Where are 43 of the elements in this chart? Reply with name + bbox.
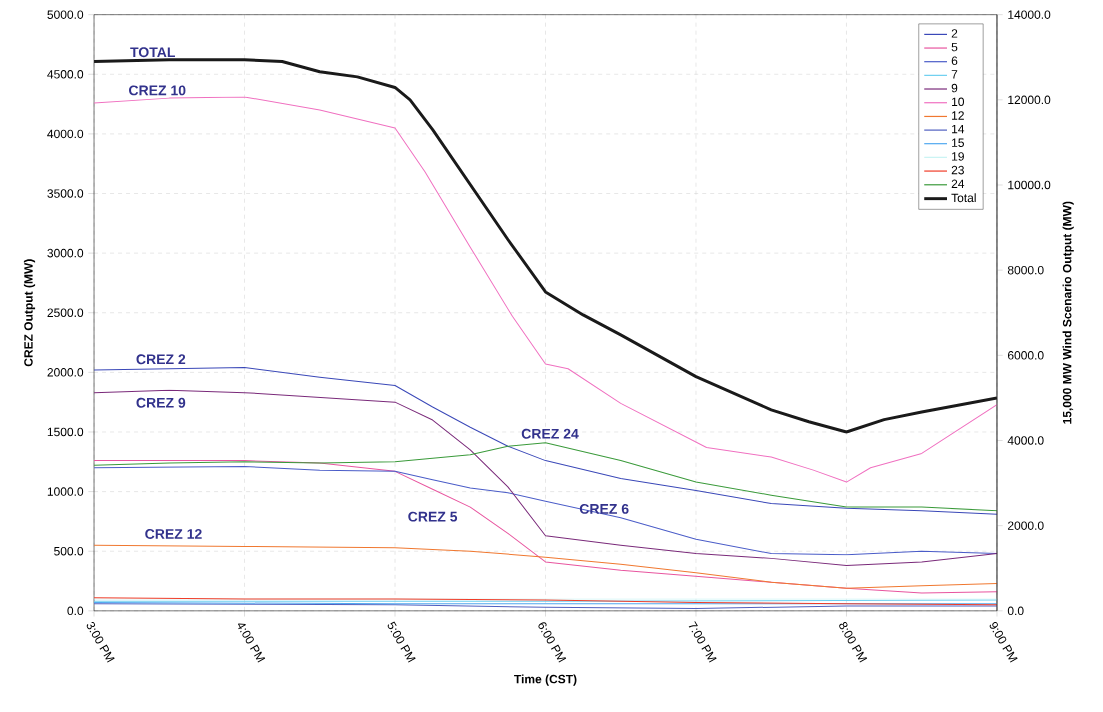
legend-label: 19 bbox=[952, 152, 964, 161]
annotation: CREZ 12 bbox=[145, 528, 202, 539]
y-tick-label: 0.0 bbox=[67, 606, 84, 615]
y2-tick-label: 4000.0 bbox=[1007, 436, 1044, 445]
annotation: CREZ 2 bbox=[136, 354, 186, 365]
annotation: CREZ 10 bbox=[129, 85, 186, 96]
y-tick-label: 2500.0 bbox=[47, 308, 84, 317]
y-tick-label: 500.0 bbox=[54, 546, 84, 556]
y2-tick-label: 8000.0 bbox=[1007, 265, 1044, 275]
y-tick-label: 4000.0 bbox=[47, 129, 84, 139]
y2-tick-label: 14000.0 bbox=[1008, 10, 1051, 19]
y-axis-title: CREZ Output (MW) bbox=[23, 259, 36, 367]
y2-tick-label: 0.0 bbox=[1007, 606, 1024, 615]
y-tick-label: 3000.0 bbox=[47, 248, 84, 258]
annotation: CREZ 5 bbox=[408, 511, 458, 522]
legend-label: Total bbox=[951, 193, 976, 203]
legend-label: 9 bbox=[951, 83, 958, 93]
annotation: CREZ 9 bbox=[136, 397, 186, 408]
y2-axis-title: 15,000 MW Wind Scenario Output (MW) bbox=[1062, 201, 1074, 424]
legend-label: 10 bbox=[952, 97, 965, 106]
legend-label: 14 bbox=[952, 124, 965, 134]
y2-tick-label: 6000.0 bbox=[1007, 350, 1044, 360]
y-tick-label: 1500.0 bbox=[47, 427, 84, 437]
legend-label: 6 bbox=[951, 56, 958, 65]
annotation: TOTAL bbox=[130, 47, 175, 58]
y-tick-label: 1000.0 bbox=[47, 487, 84, 496]
legend-label: 5 bbox=[951, 42, 958, 52]
legend-label: 2 bbox=[951, 29, 958, 38]
y-tick-label: 4500.0 bbox=[47, 69, 84, 79]
legend-label: 12 bbox=[952, 111, 964, 120]
x-axis-title: Time (CST) bbox=[514, 674, 577, 686]
annotation: CREZ 24 bbox=[521, 428, 579, 439]
y-tick-label: 2000.0 bbox=[47, 368, 84, 377]
y2-tick-label: 10000.0 bbox=[1008, 180, 1051, 190]
legend-label: 15 bbox=[952, 138, 964, 147]
y2-tick-label: 2000.0 bbox=[1007, 521, 1044, 530]
legend-label: 24 bbox=[951, 179, 965, 188]
y2-tick-label: 12000.0 bbox=[1008, 95, 1051, 104]
annotation: CREZ 6 bbox=[579, 503, 629, 514]
legend-label: 23 bbox=[951, 165, 964, 175]
y-tick-label: 5000.0 bbox=[47, 10, 84, 19]
legend-label: 7 bbox=[951, 70, 958, 79]
y-tick-label: 3500.0 bbox=[47, 189, 84, 198]
